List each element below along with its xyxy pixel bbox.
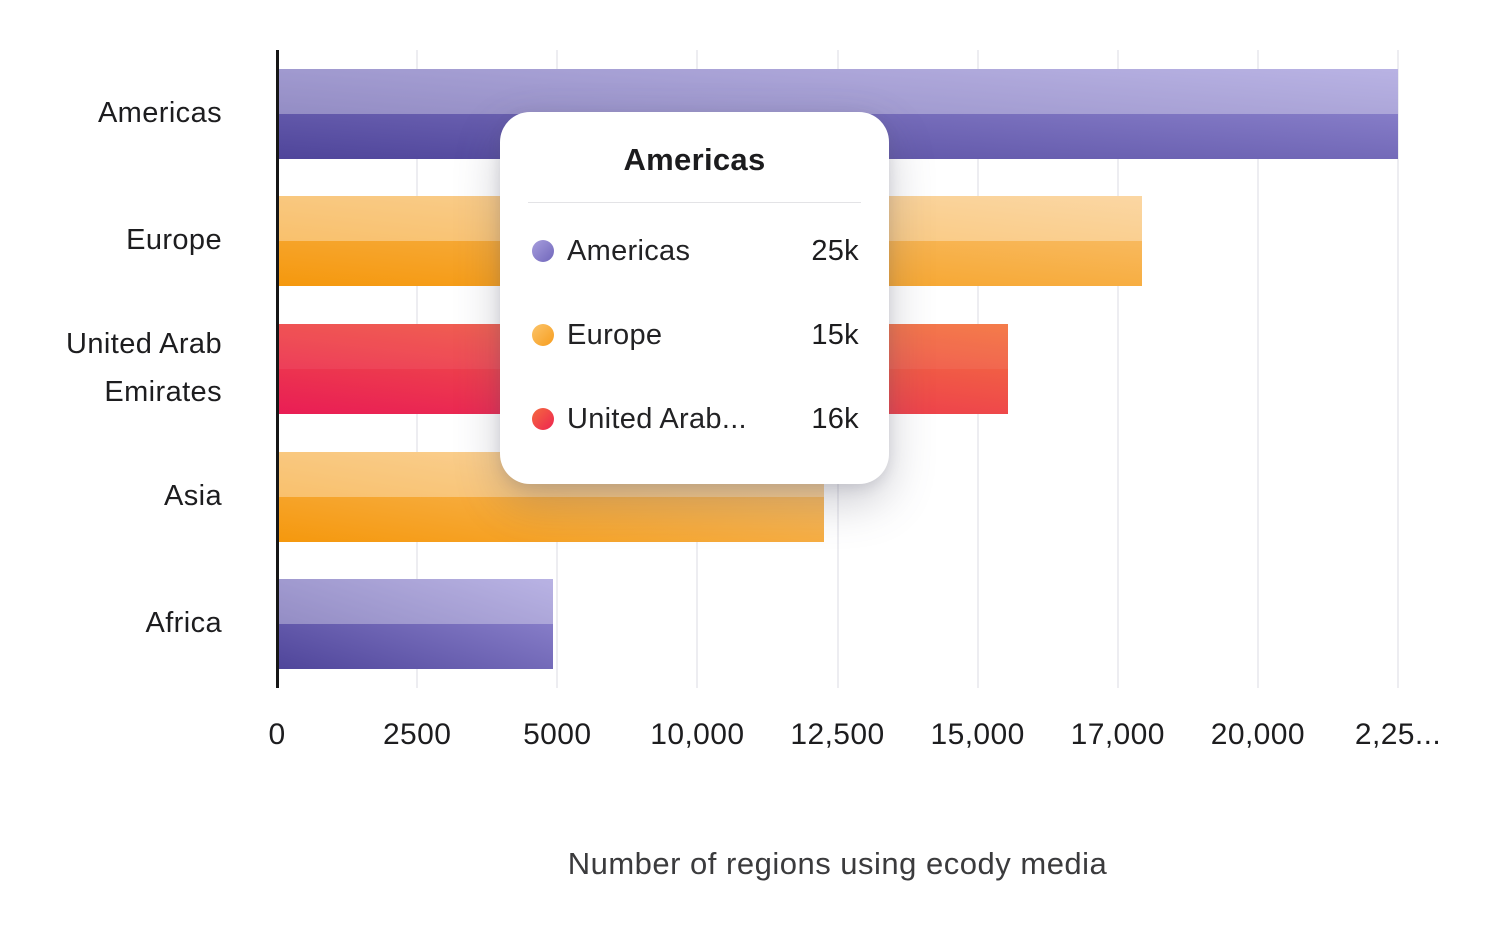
category-label: Europe	[126, 224, 222, 257]
x-axis-ticks: 0 2500 5000 10,000 12,500 15,000 17,000 20,000 2…	[0, 718, 1500, 764]
tooltip-row-value: 15k	[811, 318, 859, 351]
tooltip-row: Americas 25k	[500, 209, 889, 293]
x-tick-label: 10,000	[650, 718, 745, 751]
tooltip-row: Europe 15k	[500, 293, 889, 377]
x-tick-label: 20,000	[1210, 718, 1305, 751]
x-tick-label: 2500	[382, 718, 452, 751]
tooltip-row-label: Americas	[567, 234, 691, 267]
x-axis-title: Number of regions using ecody media	[567, 846, 1108, 881]
x-tick-label: 12,500	[790, 718, 885, 751]
x-tick-label: 15,000	[930, 718, 1025, 751]
category-label: United Arab Emirates	[66, 328, 222, 408]
category-label: Asia	[163, 479, 222, 512]
bar-africa[interactable]	[277, 579, 553, 670]
tooltip-title: Americas	[623, 142, 766, 177]
legend-dot-icon	[532, 408, 554, 430]
gridline	[1397, 50, 1399, 688]
category-label: Americas	[97, 96, 222, 129]
gridline	[1116, 50, 1119, 688]
tooltip-row-value: 16k	[811, 402, 859, 435]
category-label: Africa	[145, 607, 222, 640]
tooltip-divider	[528, 202, 861, 203]
x-tick-label: 5000	[523, 718, 592, 751]
tooltip: Americas Americas 25k Europe 15k United Arab…	[500, 112, 889, 484]
gridline	[1256, 50, 1259, 688]
legend-dot-icon	[532, 240, 554, 262]
tooltip-rows: Americas 25k Europe 15k United Arab... 16k	[500, 209, 889, 461]
legend-dot-icon	[532, 324, 554, 346]
tooltip-row-value: 25k	[811, 234, 859, 267]
y-axis-labels: Americas Europe United Arab Emirates Asia Af…	[0, 50, 222, 688]
tooltip-row-label: Europe	[567, 318, 663, 351]
y-axis-line	[276, 50, 279, 688]
tooltip-row: United Arab... 16k	[500, 377, 889, 461]
x-tick-label: 0	[268, 718, 286, 751]
tooltip-row-label: United Arab...	[567, 402, 747, 435]
x-tick-label: 17,000	[1070, 718, 1165, 751]
x-tick-label: 2,25...	[1354, 718, 1442, 751]
